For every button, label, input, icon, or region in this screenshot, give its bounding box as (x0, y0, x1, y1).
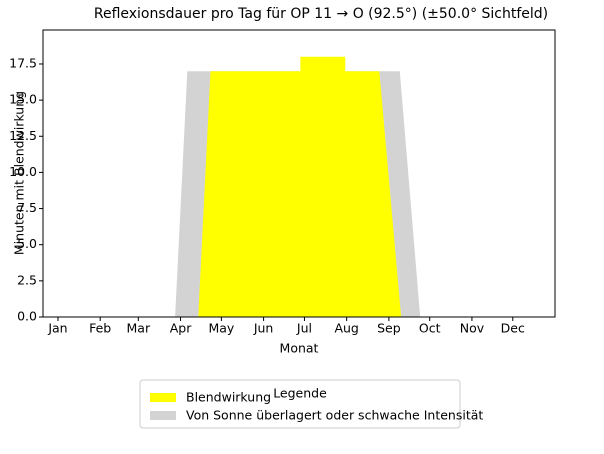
legend-box (139, 379, 461, 429)
y-tick-label: 10.0 (9, 164, 37, 179)
y-tick-label: 2.5 (17, 272, 37, 287)
x-tick-label: Mar (127, 321, 151, 336)
x-tick-label: Aug (334, 321, 358, 336)
y-axis-label: Minuten mit Blendwirkung (12, 91, 27, 255)
y-tick-label: 5.0 (17, 236, 37, 251)
x-tick-label: Sep (377, 321, 401, 336)
x-tick-label: Apr (170, 321, 192, 336)
x-tick-label: May (208, 321, 234, 336)
area (198, 56, 402, 318)
y-tick-label: 7.5 (17, 200, 37, 215)
x-tick-label: Oct (419, 321, 441, 336)
x-tick-label: Dec (501, 321, 525, 336)
x-tick-label: Jan (47, 321, 67, 336)
legend-swatch (150, 393, 176, 402)
plot-frame (42, 29, 556, 318)
x-axis-label: Monat (280, 341, 319, 356)
chart-title: Reflexionsdauer pro Tag für OP 11 → O (9… (94, 6, 548, 22)
legend-label: Blendwirkung (186, 390, 271, 405)
x-tick-label: Jul (296, 321, 312, 336)
legend-label: Von Sonne überlagert oder schwache Inten… (186, 408, 483, 423)
legend-swatch (150, 411, 176, 420)
legend-title: Legende (273, 386, 327, 401)
x-tick-label: Feb (89, 321, 111, 336)
y-tick-label: 15.0 (9, 92, 37, 107)
y-tick-label: 12.5 (9, 128, 37, 143)
x-tick-label: Nov (460, 321, 485, 336)
y-tick-label: 17.5 (9, 55, 37, 70)
y-tick-label: 0.0 (17, 309, 37, 324)
x-tick-label: Jun (253, 321, 274, 336)
